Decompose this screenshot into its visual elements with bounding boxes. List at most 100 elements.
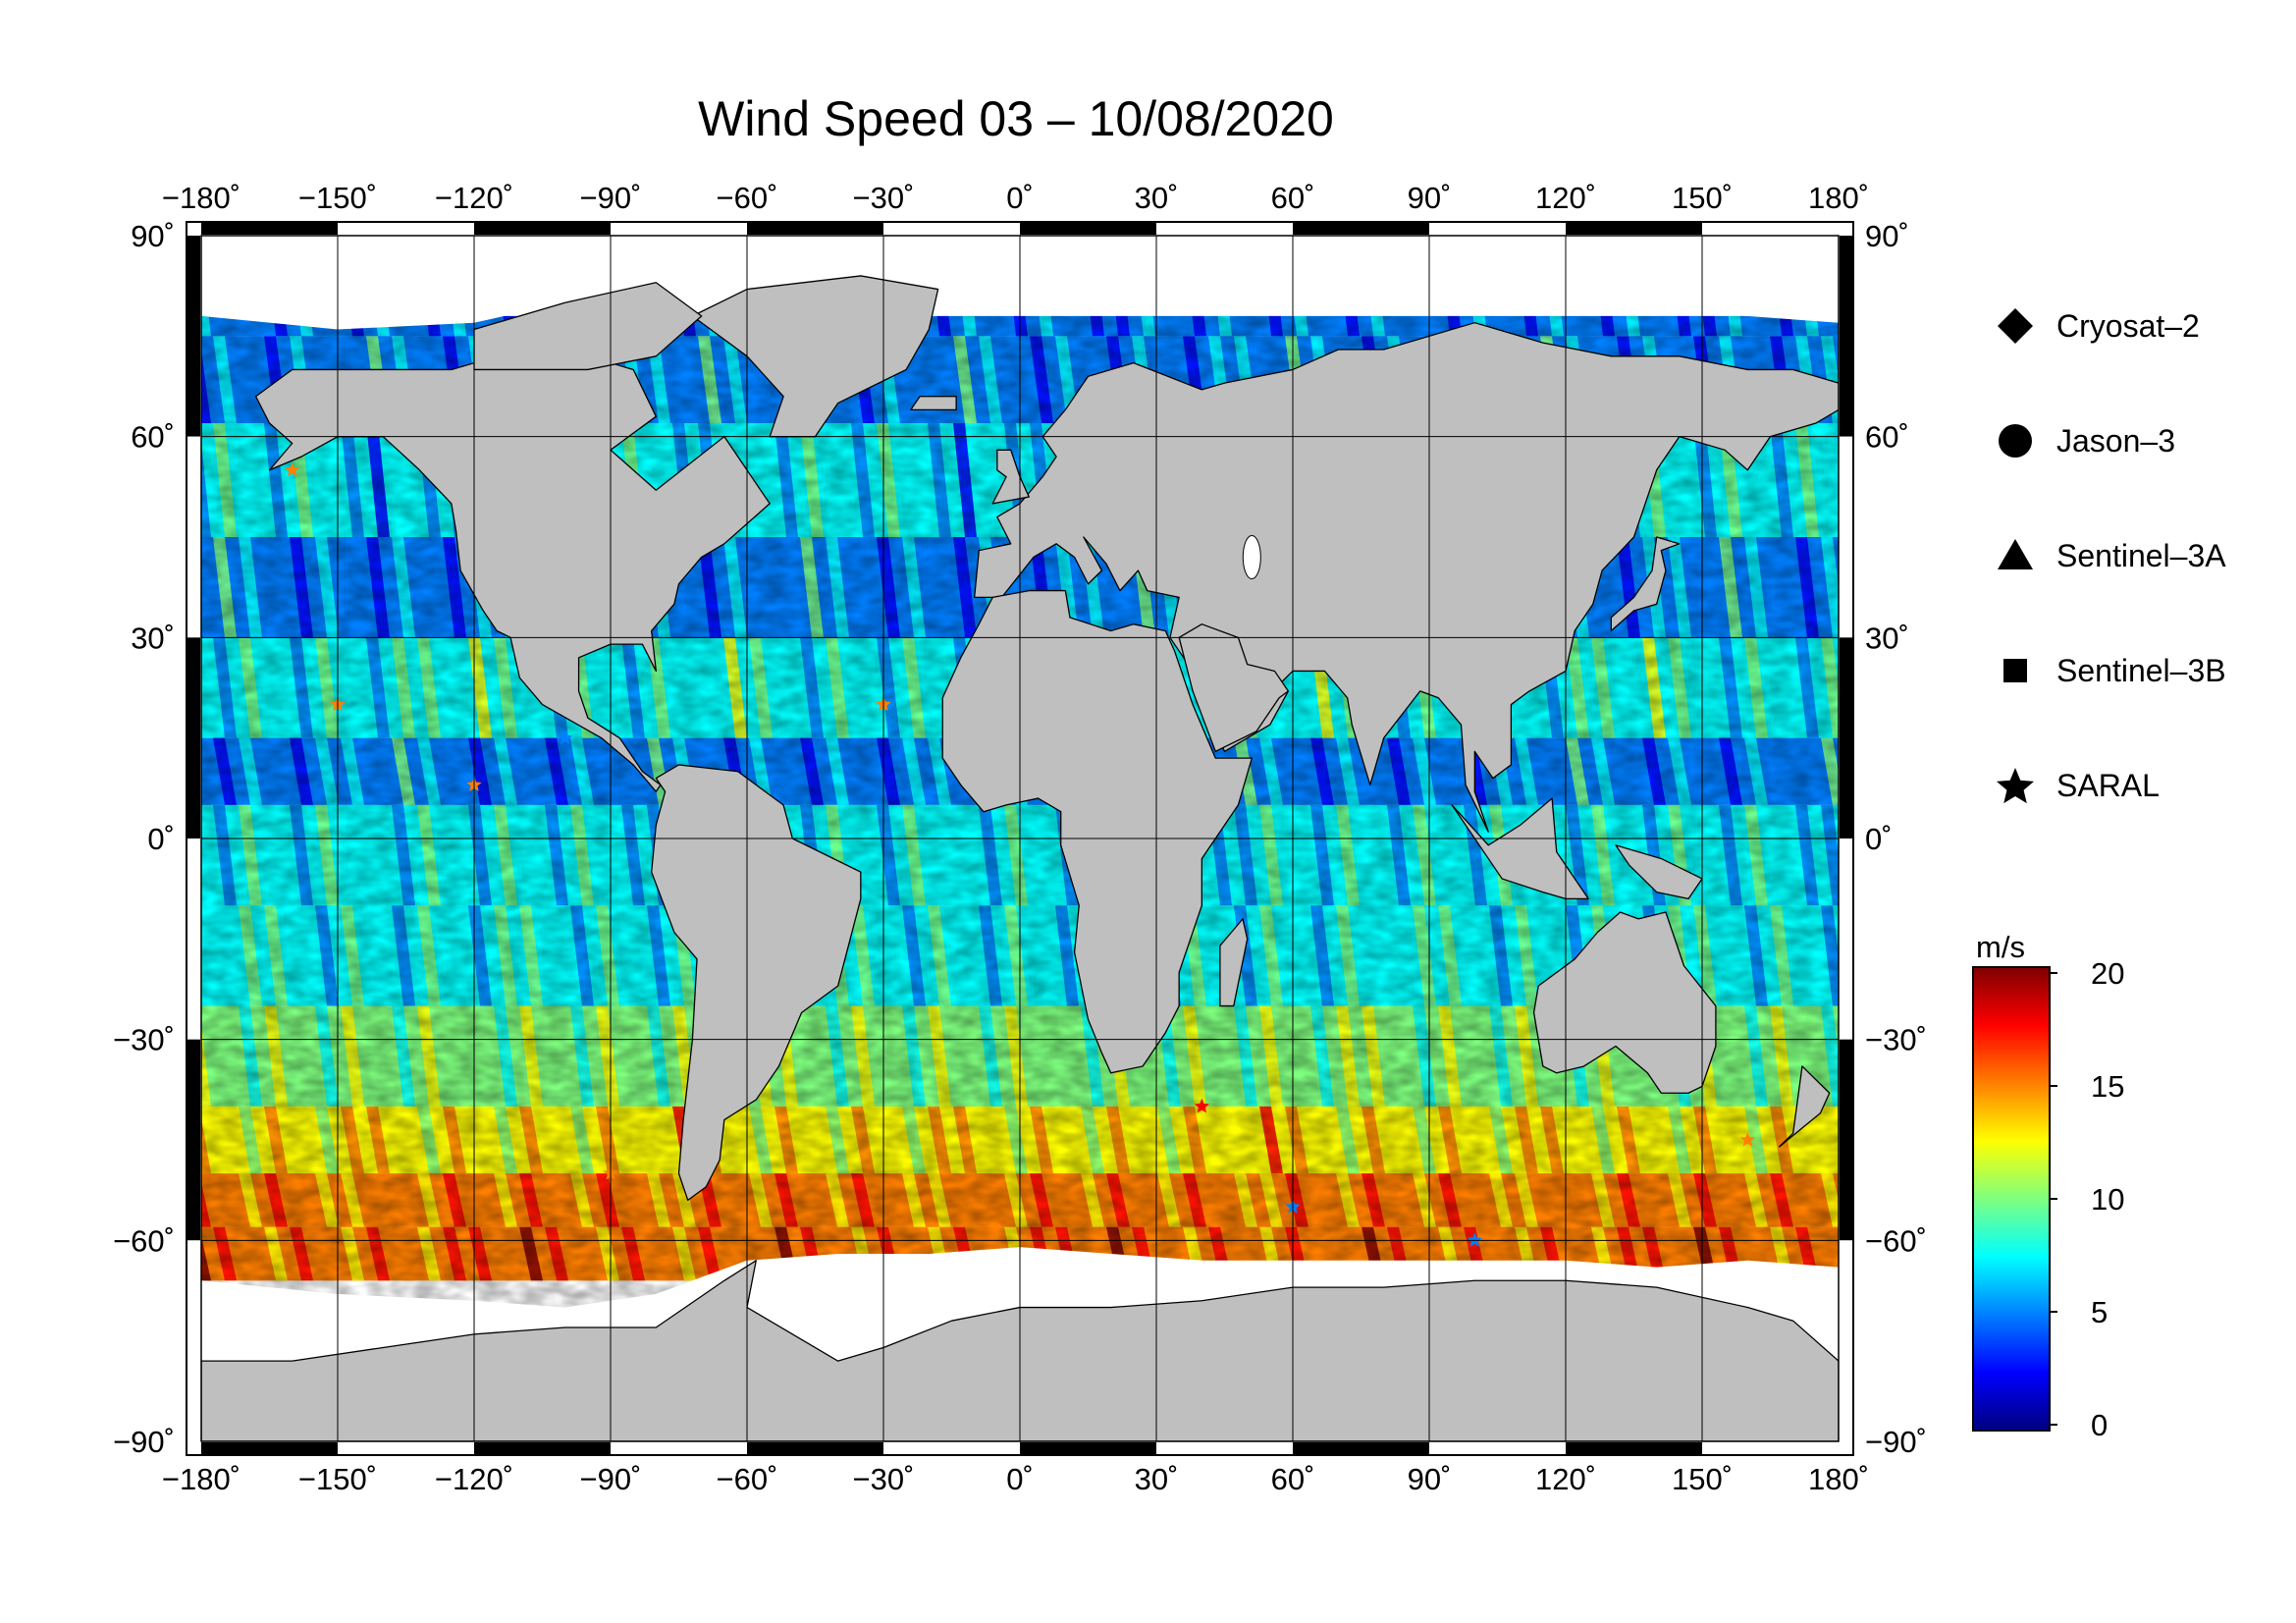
lon-tick-label: 150˚ xyxy=(1672,1462,1733,1496)
track-stripe xyxy=(1872,336,1896,423)
track-stripe xyxy=(1872,738,1896,805)
land-iceland xyxy=(910,396,957,411)
legend-label: Jason–3 xyxy=(2056,423,2175,459)
lat-tick-label: −90˚ xyxy=(1865,1425,1927,1459)
lon-tick-label: 0˚ xyxy=(1006,1462,1034,1496)
frame-segment-bottom xyxy=(338,1442,474,1454)
legend-label: Sentinel–3A xyxy=(2056,538,2226,573)
lon-tick-label: −30˚ xyxy=(853,1462,915,1496)
colorbar-tick-labels: 20 15 10 5 0 xyxy=(2050,956,2124,1442)
caspian-sea xyxy=(1242,534,1261,579)
track-stripe xyxy=(162,1107,186,1173)
frame-segment-bottom xyxy=(474,1442,611,1454)
land-arabia xyxy=(1178,623,1290,752)
diamond-icon xyxy=(1998,308,2033,344)
frame-segment-top xyxy=(474,223,611,235)
lon-tick-labels-bottom: −180˚ −150˚ −120˚ −90˚ −60˚ −30˚ 0˚ 30˚ 60˚ 90˚ 12… xyxy=(162,1462,1869,1496)
lat-tick-label: −90˚ xyxy=(113,1425,175,1459)
track-stripe xyxy=(162,905,186,1005)
circle-icon xyxy=(1999,424,2032,458)
saral-marker xyxy=(558,730,573,745)
frame-segment-bottom xyxy=(747,1442,883,1454)
lon-tick-label: −180˚ xyxy=(162,1462,240,1496)
frame-segment-top xyxy=(1702,223,1839,235)
map-area xyxy=(162,236,1896,1441)
frame-border-segments xyxy=(187,223,1852,1454)
colorbar-tick-label: 10 xyxy=(2091,1182,2124,1217)
lat-tick-label: 60˚ xyxy=(1865,420,1909,455)
frame-segment-right xyxy=(1840,839,1852,1040)
lat-tick-label: 0˚ xyxy=(147,822,175,856)
land-new-guinea xyxy=(1615,844,1703,900)
saral-marker xyxy=(285,461,300,477)
colorbar-tick-label: 5 xyxy=(2091,1295,2108,1329)
lon-tick-label: 0˚ xyxy=(1006,181,1034,215)
lon-tick-label: −60˚ xyxy=(717,1462,778,1496)
frame-segment-bottom xyxy=(1702,1442,1839,1454)
lat-tick-label: −60˚ xyxy=(1865,1223,1927,1258)
land-japan xyxy=(1610,536,1681,632)
frame-segment-top xyxy=(201,223,338,235)
lon-tick-label: −90˚ xyxy=(580,181,642,215)
frame-segment-top xyxy=(1156,223,1293,235)
track-stripe xyxy=(162,336,186,423)
frame-segment-top xyxy=(1429,223,1566,235)
lon-tick-label: −120˚ xyxy=(435,181,513,215)
legend-item: SARAL xyxy=(1996,768,2160,804)
map-inner-border xyxy=(200,235,1840,1442)
legend-item: Sentinel–3A xyxy=(1998,538,2226,573)
frame-segment-bottom xyxy=(611,1442,747,1454)
track-stripe xyxy=(162,738,186,805)
frame-segment-bottom xyxy=(201,1442,338,1454)
frame-segment-right xyxy=(1840,1240,1852,1441)
lon-tick-label: 90˚ xyxy=(1408,1462,1452,1496)
frame-segment-bottom xyxy=(1020,1442,1156,1454)
lon-tick-label: −30˚ xyxy=(853,181,915,215)
frame-segment-right xyxy=(1840,637,1852,839)
lat-tick-labels-left: 90˚ 60˚ 30˚ 0˚ −30˚ −60˚ −90˚ xyxy=(113,219,175,1459)
frame-segment-top xyxy=(611,223,747,235)
frame-segment-bottom xyxy=(1293,1442,1429,1454)
colorbar-tick-label: 20 xyxy=(2091,956,2124,991)
colorbar-gradient xyxy=(1972,966,2051,1432)
legend-label: Cryosat–2 xyxy=(2056,308,2200,344)
frame-segment-left xyxy=(187,1039,200,1241)
colorbar-tick-label: 15 xyxy=(2091,1069,2124,1104)
lon-tick-label: 180˚ xyxy=(1808,1462,1869,1496)
lon-tick-label: 30˚ xyxy=(1135,1462,1179,1496)
lon-tick-label: 150˚ xyxy=(1672,181,1733,215)
frame-segment-top xyxy=(747,223,883,235)
frame-segment-left xyxy=(187,637,200,839)
lon-tick-labels-top: −180˚ −150˚ −120˚ −90˚ −60˚ −30˚ 0˚ 30˚ 60˚ 90˚ 12… xyxy=(162,181,1869,215)
lat-tick-label: 30˚ xyxy=(1865,621,1909,655)
map-title: Wind Speed 03 – 10/08/2020 xyxy=(698,91,1334,146)
frame-segment-right xyxy=(1840,436,1852,638)
lon-tick-label: 120˚ xyxy=(1535,181,1596,215)
colorbar-unit: m/s xyxy=(1976,930,2025,964)
frame-segment-bottom xyxy=(1566,1442,1702,1454)
frame-segment-left xyxy=(187,236,200,437)
saral-marker xyxy=(1739,1132,1755,1147)
frame-segment-bottom xyxy=(1429,1442,1566,1454)
lon-tick-label: −150˚ xyxy=(298,1462,377,1496)
track-stripe xyxy=(1872,1107,1896,1173)
lat-tick-label: 30˚ xyxy=(131,621,175,655)
lat-tick-labels-right: 90˚ 60˚ 30˚ 0˚ −30˚ −60˚ −90˚ xyxy=(1865,219,1927,1459)
lat-tick-label: −60˚ xyxy=(113,1223,175,1258)
frame-segment-top xyxy=(1020,223,1156,235)
lon-tick-label: −90˚ xyxy=(580,1462,642,1496)
lat-tick-label: −30˚ xyxy=(1865,1023,1927,1057)
graticule xyxy=(201,236,1839,1441)
lon-tick-label: 30˚ xyxy=(1135,181,1179,215)
lat-tick-label: 90˚ xyxy=(1865,219,1909,253)
land-eurasia xyxy=(974,322,1839,833)
track-stripe xyxy=(1872,1173,1896,1227)
lat-tick-label: 0˚ xyxy=(1865,822,1893,856)
lon-tick-label: −60˚ xyxy=(717,181,778,215)
colorbar-tick-label: 0 xyxy=(2091,1408,2108,1442)
lat-tick-label: 90˚ xyxy=(131,219,175,253)
satellite-legend: Cryosat–2 Jason–3 Sentinel–3A Sentinel–3B SA… xyxy=(1996,308,2226,804)
land-south-america xyxy=(651,764,862,1202)
track-stripe xyxy=(162,1173,186,1227)
